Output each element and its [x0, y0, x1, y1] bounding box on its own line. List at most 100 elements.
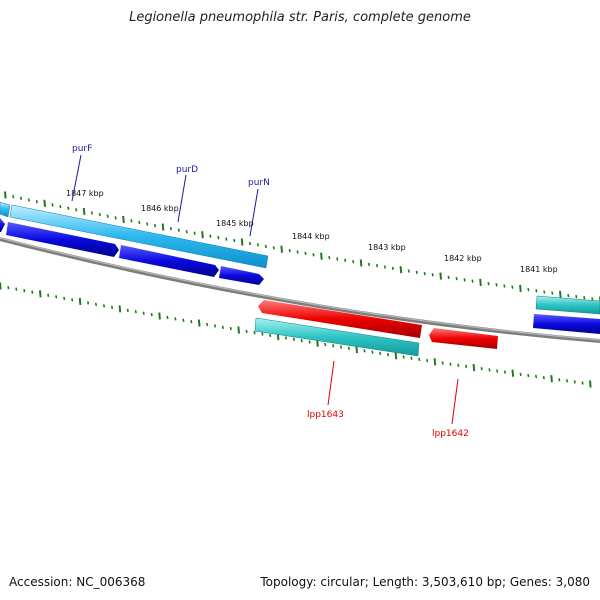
- gene-cyan-forward-2: [9, 204, 269, 269]
- outer-tick: [19, 196, 23, 200]
- inner-tick: [457, 363, 460, 367]
- inner-tick: [292, 337, 295, 341]
- gene-blue-2: [6, 222, 119, 257]
- outer-tick: [217, 235, 220, 240]
- outer-tick: [209, 234, 212, 238]
- inner-tick: [142, 311, 145, 315]
- inner-tick: [102, 304, 106, 308]
- outer-tick: [575, 294, 578, 299]
- inner-tick: [465, 364, 468, 369]
- inner-tick: [55, 295, 58, 299]
- inner-tick: [15, 287, 18, 291]
- inner-tick: [433, 358, 437, 366]
- kbp-label-1844: 1844 kbp: [292, 232, 330, 241]
- outer-tick: [90, 211, 93, 215]
- outer-tick: [51, 203, 54, 207]
- inner-tick: [386, 352, 390, 357]
- leader-lpp1642: [451, 378, 459, 425]
- inner-tick: [511, 369, 515, 377]
- outer-tick: [447, 275, 450, 280]
- outer-tick: [12, 195, 15, 199]
- gene-label-purF: purF: [72, 144, 92, 154]
- inner-tick: [229, 326, 232, 331]
- outer-tick: [487, 281, 490, 286]
- outer-tick: [177, 228, 180, 232]
- outer-tick: [240, 238, 244, 246]
- outer-tick: [248, 241, 252, 246]
- outer-tick: [511, 285, 514, 289]
- inner-tick: [110, 305, 114, 309]
- outer-tick: [527, 287, 530, 292]
- inner-tick: [71, 298, 74, 302]
- accession-label: Accession: NC_006368: [9, 575, 146, 589]
- inner-tick: [332, 344, 335, 348]
- outer-tick: [383, 265, 386, 269]
- inner-tick: [284, 336, 288, 340]
- inner-tick: [118, 305, 122, 313]
- inner-tick: [589, 380, 592, 388]
- outer-tick: [328, 255, 331, 260]
- outer-tick: [256, 243, 259, 247]
- inner-tick: [519, 372, 522, 377]
- outer-tick: [264, 244, 267, 249]
- leader-purD: [177, 174, 187, 223]
- inner-tick: [480, 367, 483, 371]
- inner-tick: [0, 282, 2, 290]
- inner-tick: [23, 289, 26, 293]
- inner-tick: [190, 320, 193, 324]
- inner-tick: [206, 322, 209, 327]
- outer-tick: [67, 206, 70, 210]
- inner-tick: [496, 369, 499, 373]
- outer-tick: [583, 296, 586, 300]
- inner-tick: [573, 380, 576, 384]
- outer-tick: [233, 238, 236, 243]
- inner-tick: [94, 302, 98, 307]
- inner-tick: [221, 325, 224, 329]
- inner-tick: [542, 375, 545, 380]
- outer-tick: [375, 264, 379, 268]
- inner-tick: [47, 293, 50, 297]
- outer-tick: [543, 290, 546, 294]
- leader-purN: [249, 188, 259, 237]
- genome-summary: Topology: circular; Length: 3,503,610 bp…: [260, 575, 590, 589]
- gene-blue-1: [0, 218, 5, 232]
- gene-teal-lower: [254, 317, 420, 357]
- outer-tick: [138, 220, 141, 225]
- inner-tick: [472, 364, 476, 372]
- inner-tick: [566, 379, 569, 383]
- outer-tick: [169, 226, 172, 231]
- inner-tick: [488, 368, 491, 372]
- gene-blue-4: [219, 266, 264, 285]
- outer-tick: [296, 250, 299, 254]
- inner-tick: [31, 290, 34, 294]
- outer-tick: [559, 290, 562, 298]
- inner-tick: [78, 297, 82, 305]
- inner-tick: [418, 357, 421, 362]
- outer-tick: [320, 252, 323, 260]
- gene-blue-right: [533, 314, 600, 334]
- inner-tick: [316, 339, 319, 347]
- inner-tick: [300, 339, 303, 343]
- outer-tick: [59, 204, 62, 209]
- outer-tick: [439, 272, 442, 280]
- gene-red-lpp1642: [429, 328, 498, 349]
- inner-tick: [261, 332, 264, 336]
- outer-tick: [161, 223, 165, 231]
- outer-tick: [225, 237, 228, 241]
- inner-tick: [126, 308, 129, 312]
- inner-tick: [245, 329, 248, 334]
- inner-tick: [166, 315, 169, 320]
- outer-tick: [359, 259, 363, 267]
- outer-tick: [471, 279, 474, 283]
- inner-tick: [197, 319, 201, 327]
- gene-blue-3: [119, 245, 219, 277]
- outer-tick: [27, 198, 30, 202]
- outer-tick: [503, 284, 506, 288]
- inner-tick: [371, 350, 374, 354]
- inner-tick: [410, 356, 413, 360]
- leader-purF: [71, 154, 82, 202]
- inner-tick: [150, 312, 153, 317]
- gene-label-purD: purD: [176, 165, 198, 175]
- outer-tick: [106, 214, 109, 218]
- outer-tick: [82, 207, 86, 215]
